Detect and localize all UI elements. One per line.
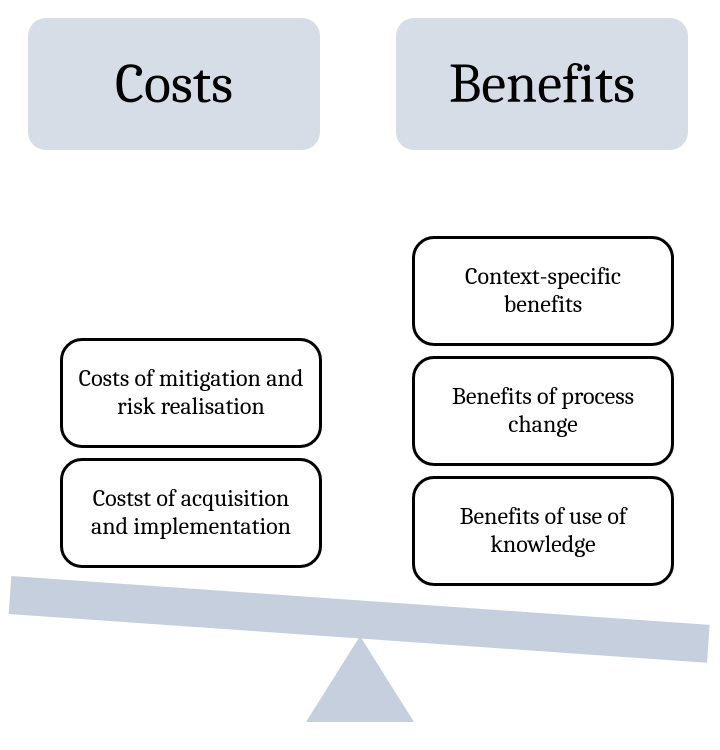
cost-box-mitigation: Costs of mitigation and risk realisation (60, 338, 322, 448)
header-costs: Costs (28, 18, 320, 150)
cost-box-acquisition: Costst of acquisition and implementation (60, 458, 322, 568)
header-benefits: Benefits (396, 18, 688, 150)
benefit-box-knowledge: Benefits of use of knowledge (412, 476, 674, 586)
scale-fulcrum-icon (306, 636, 414, 722)
benefit-box-process: Benefits of process change (412, 356, 674, 466)
benefit-box-context: Context-specific benefits (412, 236, 674, 346)
